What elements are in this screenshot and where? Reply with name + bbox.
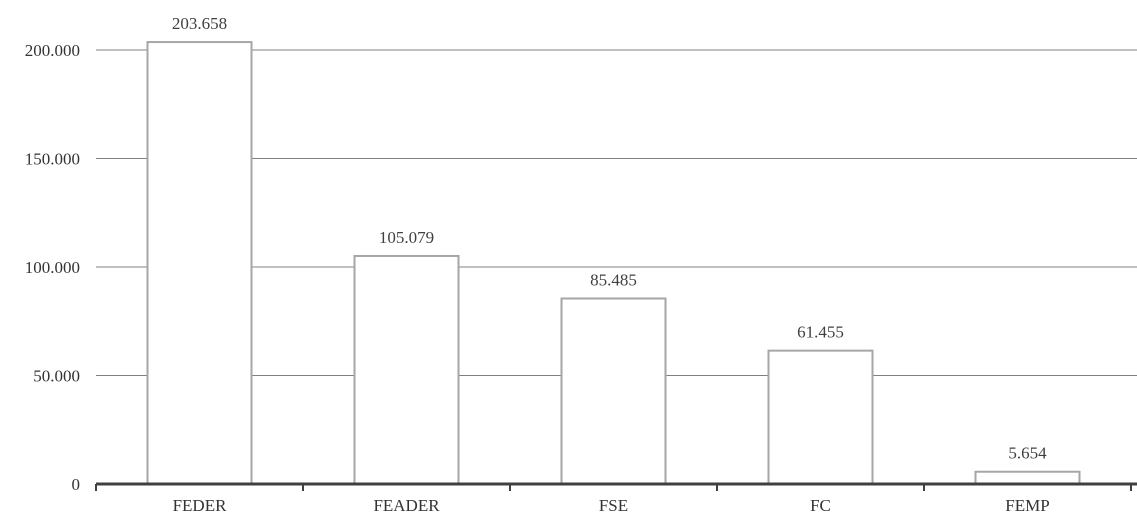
y-tick-label: 150.000 [25,150,80,169]
bar [353,254,460,485]
y-tick-label: 50.000 [33,367,80,386]
data-labels: 203.658 105.079 85.485 61.455 5.654 [172,14,1047,463]
y-tick-label: 0 [72,475,81,494]
data-label: 5.654 [1008,444,1047,463]
x-tick-label: FSE [599,496,628,515]
x-tick-label: FEDER [173,496,228,515]
bar [146,41,253,486]
bars [146,41,1081,486]
bar [767,349,874,485]
data-label: 61.455 [797,323,844,342]
data-label: 203.658 [172,14,227,33]
data-label: 105.079 [379,228,434,247]
y-tick-label: 100.000 [25,258,80,277]
y-tick-labels: 0 50.000 100.000 150.000 200.000 [25,41,80,494]
x-tick-label: FC [810,496,831,515]
data-label: 85.485 [590,270,637,289]
y-tick-label: 200.000 [25,41,80,60]
x-tick-label: FEADER [373,496,440,515]
x-tick-label: FEMP [1005,496,1049,515]
bar [974,470,1081,486]
bar [560,297,667,486]
category-labels: FEDER FEADER FSE FC FEMP [173,496,1050,515]
x-axis [95,482,1137,491]
